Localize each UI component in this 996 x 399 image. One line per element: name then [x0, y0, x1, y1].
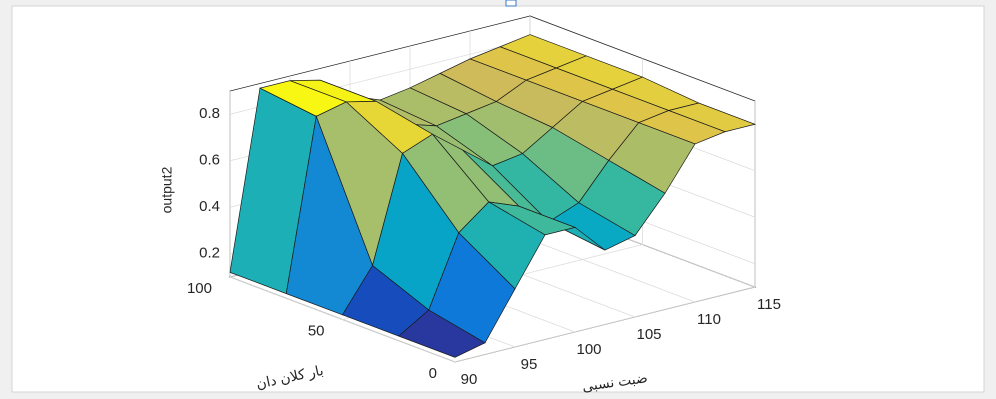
x-tick-label: 90	[461, 371, 478, 388]
x-tick-label: 95	[521, 356, 538, 373]
x-tick-label: 110	[697, 311, 721, 328]
z-axis-label: output2	[159, 166, 175, 213]
surface-patch	[398, 309, 486, 358]
x-tick-label: 100	[576, 341, 601, 358]
z-tick-label: 0.2	[199, 245, 220, 262]
z-tick-label: 0.6	[199, 152, 220, 169]
grid-line	[454, 286, 756, 363]
toolbar-icon	[505, 0, 517, 7]
z-tick-label: 0.8	[199, 105, 220, 122]
x-tick-label: 105	[636, 326, 661, 343]
x-tick-label: 115	[757, 296, 781, 313]
y-tick-label: 50	[308, 322, 325, 339]
y-tick-label: 0	[429, 365, 437, 382]
y-tick-label: 100	[187, 280, 212, 297]
z-tick-label: 0.4	[199, 198, 220, 215]
